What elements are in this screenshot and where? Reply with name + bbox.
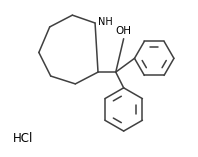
Text: OH: OH [116, 26, 132, 36]
Text: NH: NH [98, 17, 113, 27]
Text: HCl: HCl [13, 132, 34, 145]
